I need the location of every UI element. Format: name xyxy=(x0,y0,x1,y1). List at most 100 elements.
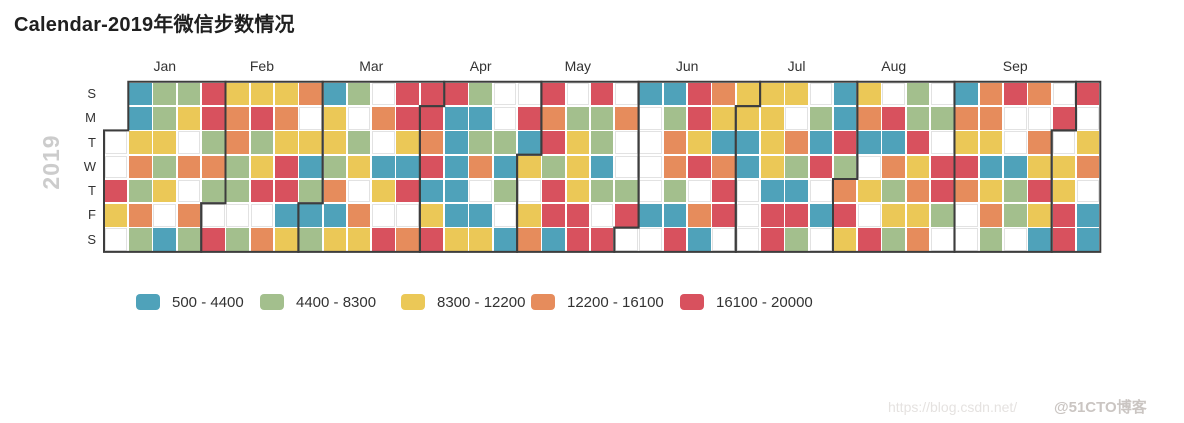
calendar-day-cell[interactable] xyxy=(1076,204,1100,227)
calendar-day-cell[interactable] xyxy=(785,155,808,179)
calendar-day-cell[interactable] xyxy=(979,155,1003,179)
calendar-day-cell[interactable] xyxy=(979,204,1003,227)
legend-swatch-icon[interactable] xyxy=(260,294,284,310)
calendar-day-cell[interactable] xyxy=(1052,155,1076,179)
calendar-day-cell[interactable] xyxy=(299,179,322,203)
calendar-day-cell[interactable] xyxy=(882,228,906,252)
calendar-day-cell[interactable] xyxy=(639,131,663,154)
calendar-day-cell[interactable] xyxy=(493,179,517,203)
calendar-day-cell[interactable] xyxy=(250,228,274,252)
calendar-day-cell[interactable] xyxy=(931,228,954,252)
calendar-day-cell[interactable] xyxy=(202,179,225,203)
calendar-day-cell[interactable] xyxy=(712,131,735,154)
calendar-day-cell[interactable] xyxy=(809,106,833,130)
calendar-day-cell[interactable] xyxy=(590,131,614,154)
calendar-day-cell[interactable] xyxy=(323,179,347,203)
calendar-day-cell[interactable] xyxy=(882,204,906,227)
calendar-day-cell[interactable] xyxy=(396,131,420,154)
calendar-day-cell[interactable] xyxy=(833,179,857,203)
calendar-day-cell[interactable] xyxy=(250,82,274,106)
calendar-day-cell[interactable] xyxy=(712,82,735,106)
calendar-day-cell[interactable] xyxy=(323,155,347,179)
calendar-day-cell[interactable] xyxy=(882,82,906,106)
calendar-day-cell[interactable] xyxy=(639,204,663,227)
calendar-day-cell[interactable] xyxy=(347,82,371,106)
calendar-day-cell[interactable] xyxy=(809,82,833,106)
calendar-day-cell[interactable] xyxy=(445,228,468,252)
legend-swatch-icon[interactable] xyxy=(680,294,704,310)
calendar-day-cell[interactable] xyxy=(445,131,468,154)
calendar-day-cell[interactable] xyxy=(955,228,978,252)
calendar-day-cell[interactable] xyxy=(372,82,395,106)
calendar-day-cell[interactable] xyxy=(833,204,857,227)
calendar-day-cell[interactable] xyxy=(906,106,930,130)
calendar-day-cell[interactable] xyxy=(226,228,249,252)
calendar-day-cell[interactable] xyxy=(420,179,444,203)
calendar-day-cell[interactable] xyxy=(420,131,444,154)
calendar-day-cell[interactable] xyxy=(785,131,808,154)
calendar-day-cell[interactable] xyxy=(833,131,857,154)
calendar-day-cell[interactable] xyxy=(226,155,249,179)
calendar-day-cell[interactable] xyxy=(469,204,492,227)
calendar-day-cell[interactable] xyxy=(274,179,298,203)
calendar-day-cell[interactable] xyxy=(688,155,711,179)
calendar-day-cell[interactable] xyxy=(347,204,371,227)
calendar-day-cell[interactable] xyxy=(736,228,760,252)
calendar-day-cell[interactable] xyxy=(979,131,1003,154)
calendar-day-cell[interactable] xyxy=(153,228,177,252)
calendar-day-cell[interactable] xyxy=(688,204,711,227)
calendar-day-cell[interactable] xyxy=(663,228,687,252)
calendar-day-cell[interactable] xyxy=(274,155,298,179)
calendar-day-cell[interactable] xyxy=(1003,106,1027,130)
calendar-day-cell[interactable] xyxy=(931,82,954,106)
calendar-day-cell[interactable] xyxy=(202,82,225,106)
calendar-day-cell[interactable] xyxy=(445,82,468,106)
calendar-day-cell[interactable] xyxy=(226,179,249,203)
calendar-day-cell[interactable] xyxy=(517,155,541,179)
calendar-day-cell[interactable] xyxy=(323,131,347,154)
calendar-day-cell[interactable] xyxy=(445,179,468,203)
calendar-day-cell[interactable] xyxy=(663,131,687,154)
calendar-day-cell[interactable] xyxy=(129,228,152,252)
calendar-day-cell[interactable] xyxy=(372,155,395,179)
calendar-day-cell[interactable] xyxy=(688,82,711,106)
calendar-day-cell[interactable] xyxy=(469,82,492,106)
calendar-day-cell[interactable] xyxy=(566,82,590,106)
calendar-day-cell[interactable] xyxy=(785,228,808,252)
calendar-day-cell[interactable] xyxy=(299,82,322,106)
calendar-day-cell[interactable] xyxy=(906,204,930,227)
calendar-day-cell[interactable] xyxy=(590,228,614,252)
calendar-day-cell[interactable] xyxy=(566,179,590,203)
calendar-day-cell[interactable] xyxy=(542,131,565,154)
calendar-day-cell[interactable] xyxy=(445,204,468,227)
calendar-day-cell[interactable] xyxy=(469,106,492,130)
calendar-day-cell[interactable] xyxy=(979,82,1003,106)
calendar-day-cell[interactable] xyxy=(1052,82,1076,106)
calendar-day-cell[interactable] xyxy=(226,82,249,106)
calendar-day-cell[interactable] xyxy=(177,82,201,106)
calendar-day-cell[interactable] xyxy=(177,106,201,130)
calendar-day-cell[interactable] xyxy=(1076,131,1100,154)
calendar-day-cell[interactable] xyxy=(517,179,541,203)
calendar-day-cell[interactable] xyxy=(153,82,177,106)
calendar-day-cell[interactable] xyxy=(688,179,711,203)
calendar-day-cell[interactable] xyxy=(809,179,833,203)
calendar-day-cell[interactable] xyxy=(1028,106,1051,130)
calendar-day-cell[interactable] xyxy=(639,228,663,252)
calendar-day-cell[interactable] xyxy=(226,106,249,130)
calendar-day-cell[interactable] xyxy=(299,155,322,179)
calendar-day-cell[interactable] xyxy=(250,155,274,179)
calendar-day-cell[interactable] xyxy=(615,82,638,106)
calendar-day-cell[interactable] xyxy=(736,155,760,179)
calendar-day-cell[interactable] xyxy=(323,106,347,130)
calendar-day-cell[interactable] xyxy=(931,106,954,130)
calendar-day-cell[interactable] xyxy=(688,131,711,154)
calendar-day-cell[interactable] xyxy=(736,204,760,227)
calendar-day-cell[interactable] xyxy=(906,131,930,154)
calendar-day-cell[interactable] xyxy=(1003,82,1027,106)
calendar-day-cell[interactable] xyxy=(129,155,152,179)
calendar-day-cell[interactable] xyxy=(493,228,517,252)
calendar-day-cell[interactable] xyxy=(177,155,201,179)
calendar-day-cell[interactable] xyxy=(517,204,541,227)
calendar-day-cell[interactable] xyxy=(493,106,517,130)
